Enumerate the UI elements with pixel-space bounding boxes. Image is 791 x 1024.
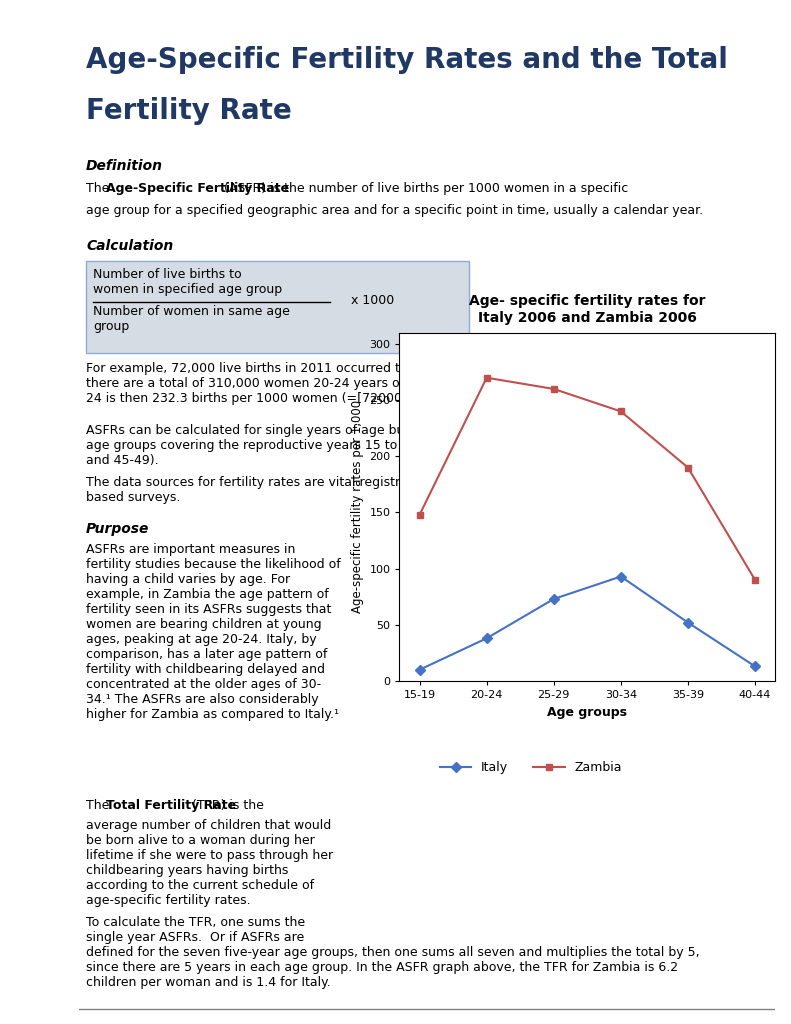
Zambia: [482, 372, 491, 384]
Text: For example, 72,000 live births in 2011 occurred to women 20 to 24 years old in : For example, 72,000 live births in 2011 …: [86, 362, 701, 406]
FancyBboxPatch shape: [86, 261, 469, 353]
Text: x 1000: x 1000: [350, 294, 394, 307]
Italy: [683, 616, 693, 629]
Zambia: [616, 406, 626, 418]
Text: The data sources for fertility rates are vital registration, population censuses: The data sources for fertility rates are…: [86, 476, 675, 504]
Line: Italy: Italy: [416, 573, 759, 673]
Text: (TFR) is the: (TFR) is the: [187, 799, 263, 812]
Text: Number of live births to
women in specified age group: Number of live births to women in specif…: [93, 268, 282, 296]
Title: Age- specific fertility rates for
Italy 2006 and Zambia 2006: Age- specific fertility rates for Italy …: [469, 295, 706, 325]
Text: age group for a specified geographic area and for a specific point in time, usua: age group for a specified geographic are…: [86, 204, 703, 217]
Text: Total Fertility Rate: Total Fertility Rate: [105, 799, 236, 812]
X-axis label: Age groups: Age groups: [547, 706, 627, 719]
Text: (ASFR) is the number of live births per 1000 women in a specific: (ASFR) is the number of live births per …: [221, 182, 629, 196]
Zambia: [683, 462, 693, 474]
Zambia: [414, 509, 424, 521]
Y-axis label: Age-specific fertility rates per 1,000: Age-specific fertility rates per 1,000: [350, 400, 364, 613]
Text: average number of children that would
be born alive to a woman during her
lifeti: average number of children that would be…: [86, 819, 333, 907]
Text: ASFRs can be calculated for single years of age but are often calculated for the: ASFRs can be calculated for single years…: [86, 424, 686, 467]
Italy: [616, 570, 626, 583]
Text: Age-Specific Fertility Rate: Age-Specific Fertility Rate: [105, 182, 289, 196]
Text: ASFRs are important measures in
fertility studies because the likelihood of
havi: ASFRs are important measures in fertilit…: [86, 543, 341, 721]
Zambia: [751, 573, 760, 586]
Line: Zambia: Zambia: [416, 374, 759, 584]
Italy: [414, 664, 424, 676]
Zambia: [549, 383, 558, 395]
Text: Fertility Rate: Fertility Rate: [86, 97, 292, 125]
Text: Purpose: Purpose: [86, 522, 149, 537]
Italy: [751, 660, 760, 673]
Italy: [482, 632, 491, 644]
Text: Calculation: Calculation: [86, 239, 173, 253]
Text: Age-Specific Fertility Rates and the Total: Age-Specific Fertility Rates and the Tot…: [86, 46, 728, 74]
Italy: [549, 593, 558, 605]
Text: The: The: [86, 182, 113, 196]
Text: Definition: Definition: [86, 159, 163, 173]
Text: To calculate the TFR, one sums the
single year ASFRs.  Or if ASFRs are
defined f: To calculate the TFR, one sums the singl…: [86, 916, 700, 989]
Text: The: The: [86, 799, 113, 812]
Legend: Italy, Zambia: Italy, Zambia: [435, 756, 627, 779]
Text: Number of women in same age
group: Number of women in same age group: [93, 305, 290, 333]
